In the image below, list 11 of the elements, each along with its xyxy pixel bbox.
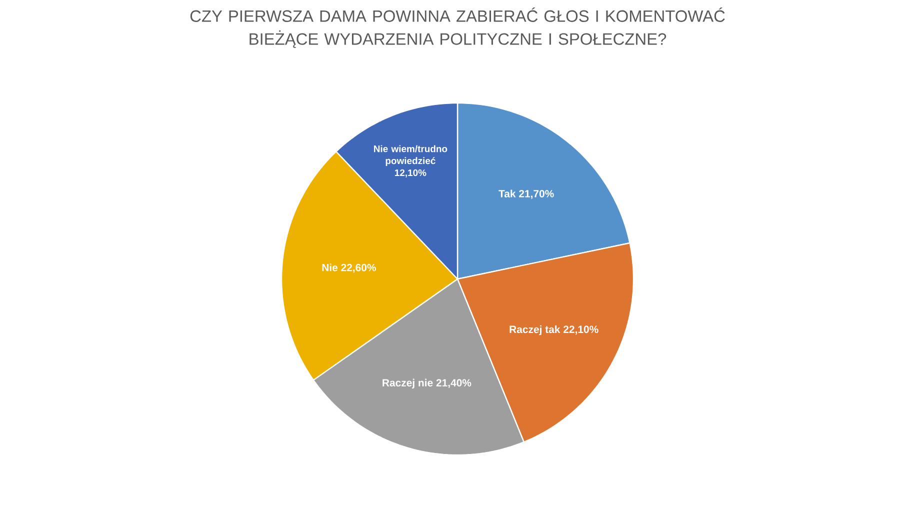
chart-title: CZY PIERWSZA DAMA POWINNA ZABIERAĆ GŁOS I KOMENTOWAĆ BIEŻĄCE WYDARZENIA POLITYCZNE I SPOŁECZNE? — [190, 8, 725, 48]
data-label: 22,10% — [564, 326, 598, 335]
slice-label: Nie wiem/trudno powiedzieć — [374, 145, 448, 166]
slice-label: Nie — [322, 264, 338, 272]
data-label: 21,40% — [436, 379, 472, 388]
slice-label: Raczej nie — [382, 378, 433, 389]
slice-label: Tak — [498, 190, 516, 198]
data-label: 12,10% — [394, 169, 426, 178]
slice-label: Raczej tak — [510, 325, 560, 336]
data-label: 22,60% — [341, 264, 376, 273]
data-label: 21,70% — [519, 190, 554, 199]
